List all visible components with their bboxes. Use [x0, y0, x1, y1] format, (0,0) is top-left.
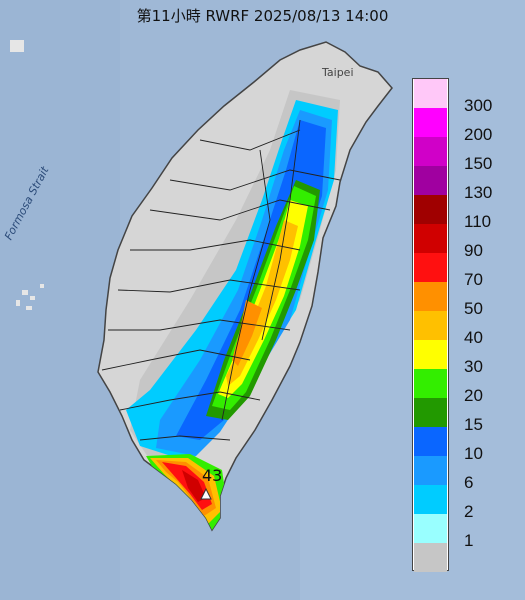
legend-swatch	[414, 311, 447, 340]
color-legend	[412, 78, 449, 572]
legend-tick-label: 110	[464, 212, 492, 231]
rain-orange	[232, 300, 262, 366]
legend-swatch	[414, 108, 447, 137]
legend-swatch	[414, 253, 447, 282]
legend-swatch	[414, 224, 447, 253]
legend-swatch	[414, 282, 447, 311]
legend-tick-label: 20	[464, 386, 483, 405]
legend-swatch	[414, 340, 447, 369]
legend-swatch	[414, 398, 447, 427]
legend-tick-label: 200	[464, 125, 493, 144]
legend-tick-label: 40	[464, 328, 483, 347]
legend-swatch	[414, 514, 447, 543]
legend-swatch	[414, 369, 447, 398]
county-boundaries	[101, 119, 341, 441]
legend-tick-label: 300	[464, 96, 493, 115]
legend-tick-label: 1	[464, 531, 474, 550]
legend-tick-label: 130	[464, 183, 493, 202]
legend-tick-label: 50	[464, 299, 483, 318]
legend-tick-label: 30	[464, 357, 483, 376]
legend-tick-label: 15	[464, 415, 483, 434]
legend-tick-label: 150	[464, 154, 493, 173]
legend-swatch	[414, 427, 447, 456]
legend-swatch	[414, 195, 447, 224]
legend-tick-label: 6	[464, 473, 474, 492]
map-title: 第11小時 RWRF 2025/08/13 14:00	[136, 7, 389, 25]
penghu-islands	[10, 40, 44, 310]
legend-swatch	[414, 485, 447, 514]
legend-swatch	[414, 166, 447, 195]
legend-swatch	[414, 456, 447, 485]
taipei-label: Taipei	[322, 66, 354, 79]
legend-tick-label: 10	[464, 444, 483, 463]
legend-tick-label: 90	[464, 241, 483, 260]
legend-tick-label: 70	[464, 270, 483, 289]
legend-swatch	[414, 137, 447, 166]
legend-swatch	[414, 543, 447, 572]
station-triangle-marker	[200, 487, 212, 500]
station-label: 43	[202, 466, 223, 485]
rain-south-dark-red	[182, 470, 206, 502]
legend-swatch	[414, 79, 447, 108]
legend-tick-label: 2	[464, 502, 474, 521]
